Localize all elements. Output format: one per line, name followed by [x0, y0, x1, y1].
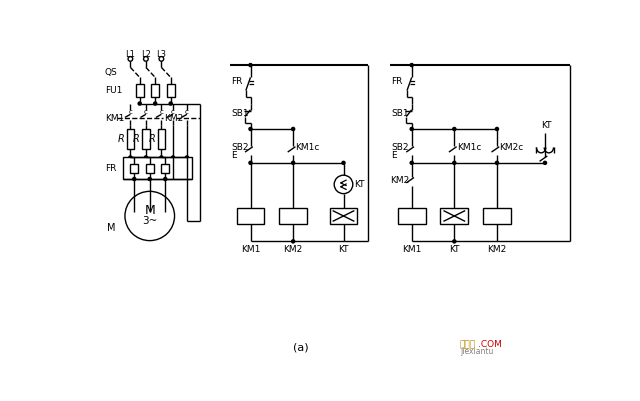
- Circle shape: [452, 240, 456, 243]
- Circle shape: [186, 156, 189, 159]
- Text: jiexiantu: jiexiantu: [460, 347, 493, 356]
- Circle shape: [148, 178, 151, 180]
- Circle shape: [249, 63, 252, 67]
- Circle shape: [292, 161, 294, 164]
- Circle shape: [159, 57, 164, 61]
- Bar: [161, 164, 169, 173]
- Text: KM2: KM2: [164, 114, 183, 123]
- Text: E: E: [231, 151, 237, 160]
- Text: E: E: [392, 151, 397, 160]
- Text: FR: FR: [392, 77, 403, 86]
- Text: 3~: 3~: [142, 217, 157, 227]
- Circle shape: [129, 156, 132, 159]
- Text: .COM: .COM: [477, 340, 502, 349]
- Text: KM1c: KM1c: [296, 143, 320, 152]
- Bar: [124, 158, 191, 179]
- Bar: [167, 83, 175, 97]
- Text: L1: L1: [125, 50, 135, 59]
- Circle shape: [410, 128, 413, 130]
- Text: R: R: [148, 134, 155, 144]
- Text: KM2: KM2: [390, 176, 409, 185]
- Text: c: c: [144, 109, 148, 115]
- Circle shape: [143, 57, 148, 61]
- Bar: [279, 207, 307, 225]
- Circle shape: [452, 128, 456, 130]
- Text: SB1: SB1: [231, 109, 249, 118]
- Circle shape: [410, 161, 413, 164]
- Circle shape: [495, 128, 499, 130]
- Circle shape: [125, 191, 175, 241]
- Text: KT: KT: [339, 245, 349, 253]
- Circle shape: [128, 57, 132, 61]
- Text: KM1: KM1: [402, 245, 421, 253]
- Bar: [142, 129, 150, 149]
- Text: SB1: SB1: [392, 109, 409, 118]
- Bar: [440, 207, 468, 225]
- Circle shape: [292, 240, 294, 243]
- Circle shape: [292, 128, 294, 130]
- Bar: [483, 207, 511, 225]
- Bar: [127, 129, 134, 149]
- Text: SB2: SB2: [231, 143, 248, 152]
- Text: (a): (a): [293, 342, 308, 352]
- Circle shape: [164, 178, 167, 180]
- Bar: [237, 207, 264, 225]
- Circle shape: [145, 156, 147, 159]
- Text: R: R: [117, 134, 124, 144]
- Text: KM2: KM2: [487, 245, 507, 253]
- Circle shape: [410, 63, 413, 67]
- Text: FR: FR: [231, 77, 243, 86]
- Bar: [157, 129, 165, 149]
- Circle shape: [452, 161, 456, 164]
- Text: KT: KT: [541, 121, 552, 130]
- Circle shape: [154, 102, 157, 105]
- Bar: [131, 164, 138, 173]
- Text: c: c: [129, 109, 132, 115]
- Circle shape: [138, 102, 141, 105]
- Text: c: c: [171, 109, 175, 115]
- Circle shape: [172, 156, 175, 159]
- Text: KM2: KM2: [284, 245, 303, 253]
- Text: M: M: [145, 204, 155, 217]
- Circle shape: [342, 161, 345, 164]
- Bar: [397, 207, 426, 225]
- Circle shape: [543, 161, 547, 164]
- Circle shape: [334, 175, 353, 194]
- Text: KT: KT: [355, 180, 365, 189]
- Text: SB2: SB2: [392, 143, 409, 152]
- Text: L3: L3: [156, 50, 166, 59]
- Text: QS: QS: [105, 68, 118, 77]
- Circle shape: [132, 178, 136, 180]
- Circle shape: [160, 156, 163, 159]
- Text: c: c: [185, 109, 189, 115]
- Circle shape: [169, 102, 172, 105]
- Circle shape: [249, 161, 252, 164]
- Text: KM1: KM1: [241, 245, 260, 253]
- Text: R: R: [133, 134, 140, 144]
- Bar: [330, 207, 358, 225]
- Bar: [151, 83, 159, 97]
- Text: FU1: FU1: [105, 86, 122, 95]
- Text: KM2c: KM2c: [499, 143, 524, 152]
- Text: M: M: [107, 223, 116, 233]
- Text: KM1c: KM1c: [457, 143, 481, 152]
- Circle shape: [249, 128, 252, 130]
- Circle shape: [495, 161, 499, 164]
- Bar: [136, 83, 143, 97]
- Bar: [146, 164, 154, 173]
- Text: c: c: [159, 109, 163, 115]
- Text: KM1: KM1: [105, 114, 124, 123]
- Text: L2: L2: [141, 50, 151, 59]
- Text: FR: FR: [105, 164, 116, 173]
- Text: KT: KT: [449, 245, 460, 253]
- Text: 图纸图: 图纸图: [460, 340, 476, 349]
